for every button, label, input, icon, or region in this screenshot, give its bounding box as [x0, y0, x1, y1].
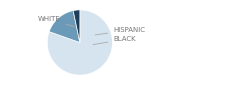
- Text: HISPANIC: HISPANIC: [95, 27, 145, 35]
- Text: BLACK: BLACK: [93, 36, 136, 45]
- Wedge shape: [49, 11, 80, 42]
- Wedge shape: [47, 10, 113, 75]
- Wedge shape: [73, 10, 80, 42]
- Text: WHITE: WHITE: [37, 16, 76, 27]
